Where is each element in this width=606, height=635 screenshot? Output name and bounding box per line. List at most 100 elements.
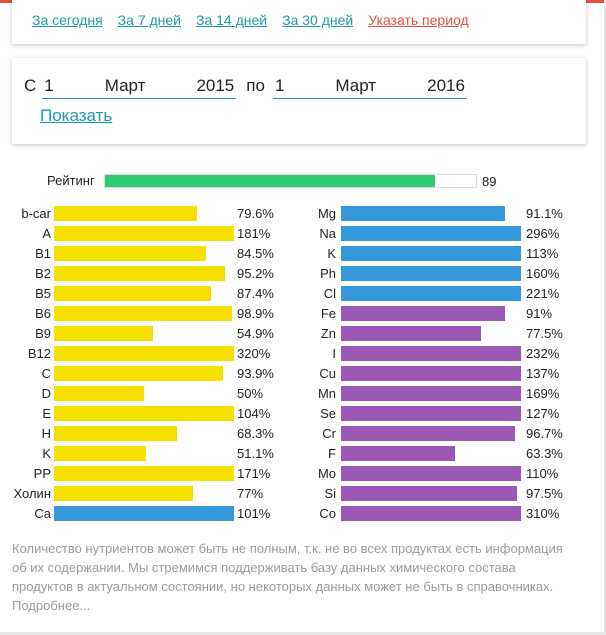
nutrient-row: Mo 110% (0, 464, 606, 484)
nutrient-bar-track (54, 266, 234, 281)
nutrient-bar-track (54, 486, 234, 501)
nutrient-bar (341, 386, 521, 401)
period-14-days-link[interactable]: За 14 дней (196, 12, 268, 28)
nutrient-percent: 87.4% (237, 286, 274, 301)
nutrient-bar-track (341, 426, 521, 441)
nutrient-bar (54, 286, 212, 301)
nutrient-bar (341, 326, 481, 341)
nutrient-name: K (42, 446, 51, 461)
nutrient-row: K 113% (0, 244, 606, 264)
nutrient-percent: 63.3% (526, 446, 563, 461)
nutrient-name: B1 (35, 246, 51, 261)
nutrient-name: Co (319, 506, 336, 521)
nutrient-percent: 50% (237, 386, 264, 401)
nutrient-row: Se 127% (0, 404, 606, 424)
nutrient-bar-track (341, 466, 521, 481)
nutrient-row: K 51.1% (0, 444, 606, 464)
nutrient-bar-track (54, 506, 234, 521)
nutrient-name: Se (320, 406, 336, 421)
nutrient-bar (54, 306, 233, 321)
nutrient-name: Na (319, 226, 336, 241)
nutrient-bar (54, 366, 224, 381)
nutrient-bar (341, 266, 521, 281)
nutrient-bar-track (54, 386, 234, 401)
rating-bar-fill (105, 175, 436, 187)
show-button[interactable]: Показать (40, 106, 113, 125)
period-7-days-link[interactable]: За 7 дней (117, 12, 182, 28)
from-date-field[interactable]: 1 Март 2015 (42, 72, 237, 99)
nutrient-name: b-car (21, 206, 51, 221)
nutrient-percent: 98.9% (237, 306, 274, 321)
nutrient-row: Ph 160% (0, 264, 606, 284)
nutrient-percent: 77% (237, 486, 264, 501)
from-label: С (24, 76, 37, 95)
nutrient-bar (54, 506, 234, 521)
nutrient-name: PP (33, 466, 51, 481)
nutrient-name: I (332, 346, 336, 361)
nutrient-percent: 68.3% (237, 426, 274, 441)
nutrient-row: PP 171% (0, 464, 606, 484)
from-year: 2015 (196, 76, 235, 95)
nutrient-bar-track (54, 346, 234, 361)
nutrient-name: Fe (320, 306, 336, 321)
footnote-text: Количество нутриентов может быть не полн… (12, 541, 563, 613)
period-today-link[interactable]: За сегодня (32, 12, 103, 28)
nutrient-row: Zn 77.5% (0, 324, 606, 344)
nutrient-bar-track (341, 326, 521, 341)
nutrient-bar-track (54, 326, 234, 341)
nutrient-bar (54, 386, 144, 401)
nutrient-row: E 104% (0, 404, 606, 424)
nutrient-name: Zn (320, 326, 336, 341)
nutrient-bar (341, 446, 455, 461)
nutrient-bar (341, 206, 505, 221)
nutrient-bar (54, 486, 193, 501)
right-divider (604, 0, 606, 635)
nutrient-bar-track (341, 246, 521, 261)
nutrient-name: B2 (35, 266, 51, 281)
nutrient-bar-track (54, 286, 234, 301)
nutrient-bar (54, 466, 234, 481)
rating-value: 89 (482, 174, 497, 189)
to-date-field[interactable]: 1 Март 2016 (272, 72, 467, 99)
nutrient-percent: 127% (526, 406, 560, 421)
nutrient-percent: 97.5% (526, 486, 563, 501)
nutrient-name: Cr (322, 426, 336, 441)
nutrient-row: I 232% (0, 344, 606, 364)
nutrient-bar (341, 246, 521, 261)
nutrient-bar-track (54, 406, 234, 421)
nutrient-bar (341, 406, 521, 421)
nutrient-row: F 63.3% (0, 444, 606, 464)
nutrient-row: Cl 221% (0, 284, 606, 304)
rating-label: Рейтинг (47, 173, 95, 188)
nutrient-name: A (42, 226, 51, 241)
period-30-days-link[interactable]: За 30 дней (282, 12, 354, 28)
nutrient-percent: 95.2% (237, 266, 274, 281)
nutrient-bar (54, 446, 146, 461)
nutrient-percent: 221% (526, 286, 560, 301)
nutrient-row: Na 296% (0, 224, 606, 244)
nutrient-name: Si (324, 486, 336, 501)
nutrient-row: B12 320% (0, 344, 606, 364)
nutrient-percent: 169% (526, 386, 560, 401)
nutrient-name: Mo (317, 466, 336, 481)
nutrient-bar-track (54, 446, 234, 461)
nutrient-percent: 181% (237, 226, 271, 241)
nutrient-bar (341, 426, 516, 441)
nutrient-bar (341, 306, 505, 321)
nutrient-bar (341, 506, 521, 521)
nutrient-bar (54, 326, 153, 341)
nutrient-name: Холин (13, 486, 52, 501)
nutrient-bar-track (54, 206, 234, 221)
period-selector-card: За сегодня За 7 дней За 14 дней За 30 дн… (12, 0, 586, 44)
nutrient-percent: 110% (526, 466, 559, 481)
nutrient-percent: 104% (237, 406, 271, 421)
nutrient-percent: 137% (526, 366, 560, 381)
from-day: 1 (44, 76, 54, 95)
custom-period-link[interactable]: Указать период (368, 12, 469, 28)
nutrient-name: F (328, 446, 336, 461)
nutrient-bar (54, 266, 226, 281)
from-month: Март (104, 76, 146, 95)
rating-bar-track (104, 174, 477, 188)
nutrient-bar (54, 226, 234, 241)
nutrient-row: B2 95.2% (0, 264, 606, 284)
